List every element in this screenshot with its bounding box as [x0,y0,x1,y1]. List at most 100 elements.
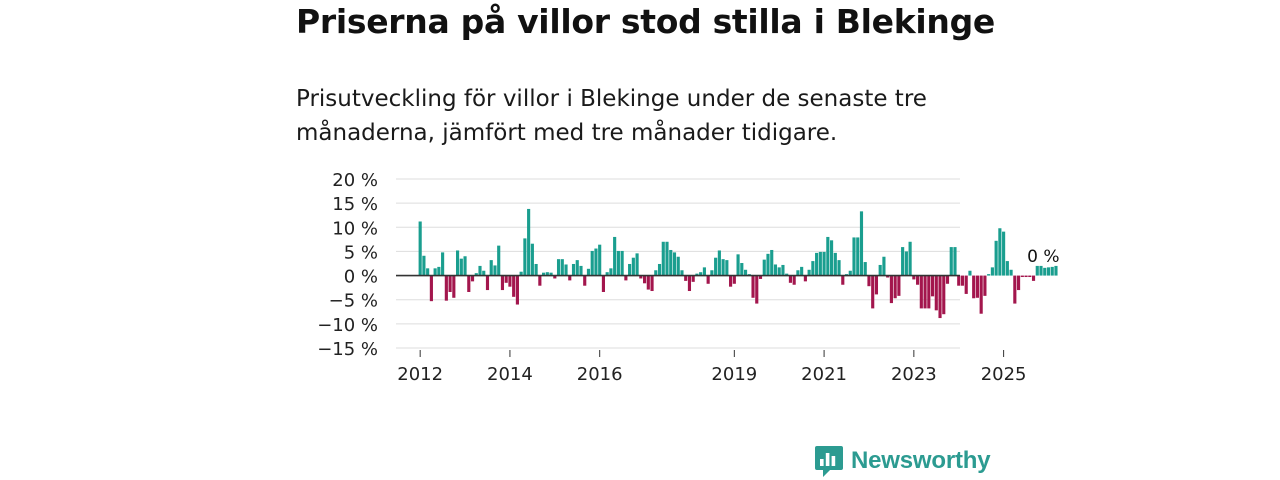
bar [773,264,778,276]
bar [815,252,819,276]
bar [998,228,1002,276]
bar [859,211,864,276]
bar [467,275,471,292]
bar [927,275,931,309]
bar [916,275,920,285]
bar [665,241,669,276]
bar [803,275,807,282]
bar [448,275,452,292]
bar [949,247,953,276]
bar [972,275,976,299]
bar [459,258,463,276]
bar [635,253,639,276]
bar [639,275,643,279]
bar [519,271,523,276]
bar [601,275,605,292]
bar [702,267,706,276]
bar [710,270,714,276]
bar [897,275,901,296]
bar [527,208,531,276]
bar [575,260,579,276]
bar [616,250,620,276]
bar [837,260,841,276]
bar [687,275,692,292]
bar [672,252,677,276]
bar [867,275,871,287]
chart-title: Priserna på villor stod stilla i Bleking… [296,2,995,41]
bar [699,272,703,276]
bar [725,260,729,276]
bar [1002,231,1006,276]
bar [594,248,598,276]
bar [886,275,890,278]
bar [848,270,852,276]
y-tick-label: 5 % [344,242,378,263]
bar [871,275,875,309]
bar [463,256,467,276]
bar [579,265,583,276]
bar [841,275,845,285]
x-axis: 2012 2014 2016 2019 2021 2023 2025 [397,350,1027,385]
bar [523,238,527,276]
bar [852,237,856,276]
bar [590,250,594,276]
bar [624,275,628,281]
bar [444,275,448,301]
bar [807,269,811,276]
bar [605,272,609,276]
bar [489,260,493,276]
y-tick-label: 15 % [332,194,378,215]
bar [508,275,512,287]
bar [1017,275,1021,291]
bar [983,275,987,296]
bar [1013,275,1017,304]
bar [975,275,979,298]
bar [1050,266,1054,276]
y-axis-labels: 20 % 15 % 10 % 5 % 0 % −5 % −10 % −15 % [317,170,378,360]
y-tick-label: −10 % [317,315,378,336]
bar [957,275,961,286]
x-tick-label: 2012 [397,364,443,385]
bar [456,250,460,276]
bar [426,268,430,276]
y-tick-label: 10 % [332,218,378,239]
bar [422,255,426,276]
bar [568,275,572,281]
bar [822,251,826,276]
bar [654,270,658,276]
newsworthy-logo: Newsworthy [814,444,991,478]
bar [530,243,534,276]
bar [452,275,456,298]
newsworthy-logo-icon [815,446,843,477]
bar [721,259,725,276]
bar [564,264,568,276]
bar [990,267,994,276]
bar [796,270,800,276]
bar [1043,267,1047,276]
bar [953,247,957,276]
bar [500,275,505,291]
bar [912,275,916,280]
bar [811,261,815,276]
bar [706,275,710,284]
bar [863,262,867,276]
bar [889,275,893,304]
chart-subtitle: Prisutveckling för villor i Blekinge und… [296,86,927,146]
bar [493,265,497,276]
bar [934,275,938,311]
y-tick-label: −5 % [329,291,378,312]
bar [631,257,635,276]
bar [856,237,860,276]
bar [942,275,946,315]
x-tick-label: 2023 [891,364,937,385]
bar [732,275,736,284]
x-tick-label: 2021 [801,364,847,385]
bar [770,249,774,276]
bar [968,270,972,276]
bar [556,259,561,276]
last-value-annotation: 0 % [1027,247,1059,267]
bar [691,275,695,282]
bar [893,275,897,299]
bar [542,272,546,276]
bar [545,272,549,276]
